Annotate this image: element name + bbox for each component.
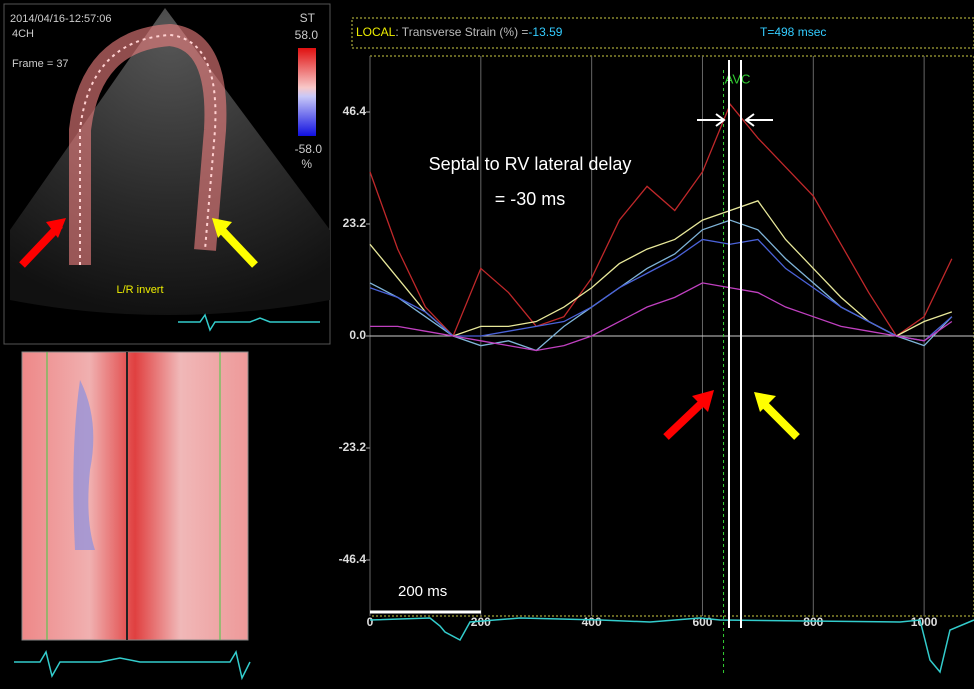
- series-line: [370, 201, 952, 336]
- scale-bar-label: 200 ms: [398, 583, 447, 600]
- readout-label: LOCAL: [356, 25, 396, 39]
- frame-label: Frame = 37: [12, 58, 69, 70]
- x-tick-label: 1000: [911, 615, 938, 629]
- readout-value: -13.59: [528, 25, 562, 39]
- y-tick-label: 23.2: [343, 216, 367, 230]
- x-tick-label: 600: [692, 615, 712, 629]
- timestamp: 2014/04/16-12:57:06: [10, 13, 112, 25]
- x-tick-label: 400: [582, 615, 602, 629]
- invert-label: L/R invert: [116, 284, 163, 296]
- y-tick-label: 46.4: [343, 104, 367, 118]
- scale-max: 58.0: [295, 28, 319, 42]
- arrow: [666, 400, 705, 437]
- color-scale: [298, 48, 316, 136]
- screen: 2014/04/16-12:57:06 4CH Frame = 37 ST 58…: [0, 0, 974, 684]
- ecg: [370, 618, 974, 672]
- y-tick-label: -46.4: [339, 552, 367, 566]
- annotation: Septal to RV lateral delay: [429, 154, 632, 174]
- ecg: [14, 652, 250, 678]
- x-tick-label: 0: [367, 615, 374, 629]
- series-line: [370, 104, 952, 336]
- time-readout: T=498 msec: [760, 25, 826, 39]
- readout-text: : Transverse Strain (%) =: [395, 25, 528, 39]
- readout: LOCAL: Transverse Strain (%) =-13.59: [356, 25, 563, 39]
- scale-min: -58.0: [295, 142, 323, 156]
- m-mode: [22, 352, 248, 640]
- x-tick-label: 800: [803, 615, 823, 629]
- annotation: = -30 ms: [495, 189, 566, 209]
- view-label: 4CH: [12, 28, 34, 40]
- scale-unit: %: [301, 157, 312, 171]
- delay-arrows: [697, 114, 773, 126]
- y-tick-label: -23.2: [339, 440, 367, 454]
- series-line: [370, 283, 952, 351]
- y-tick-label: 0.0: [349, 328, 366, 342]
- scale-title: ST: [300, 11, 316, 25]
- arrow: [762, 402, 797, 437]
